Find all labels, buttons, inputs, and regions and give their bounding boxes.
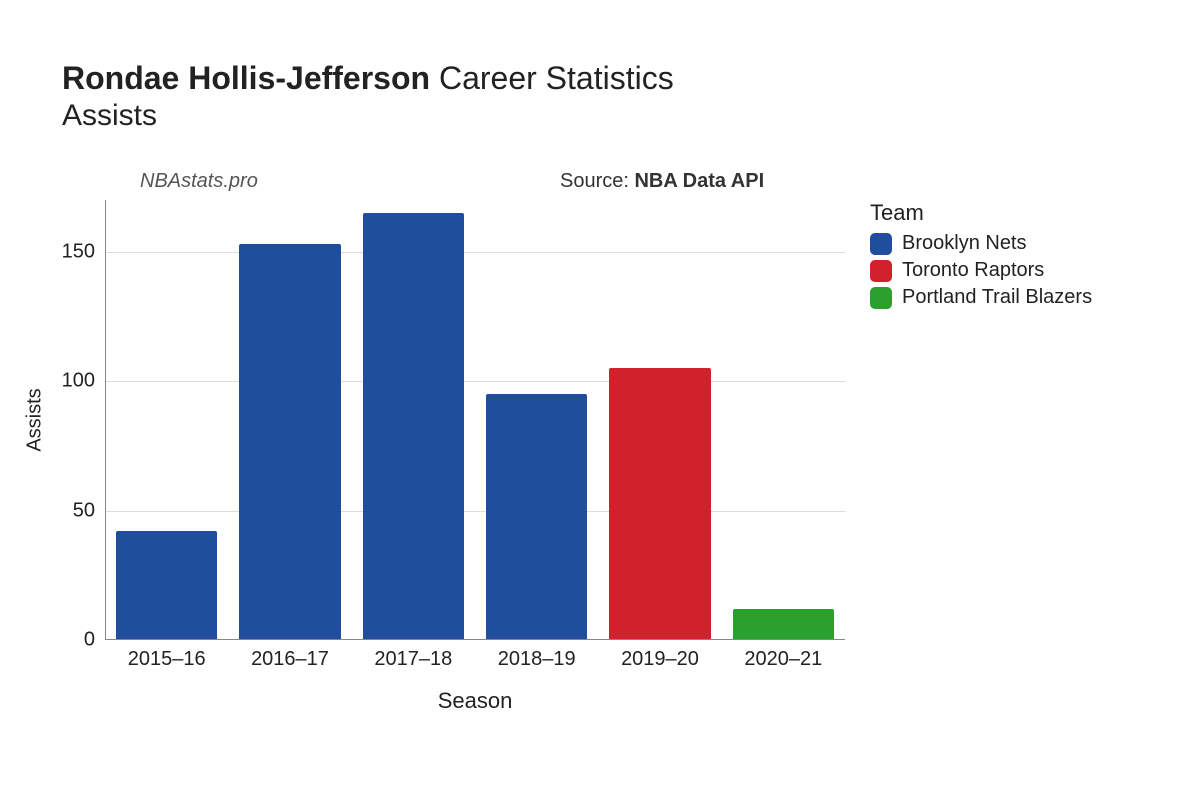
legend-items: Brooklyn Nets Toronto Raptors Portland Tra… xyxy=(870,232,1092,309)
gridline xyxy=(105,252,845,253)
title-block: Rondae Hollis-Jefferson Career Statistic… xyxy=(62,60,674,133)
legend-item: Portland Trail Blazers xyxy=(870,286,1092,309)
chart-title: Rondae Hollis-Jefferson Career Statistic… xyxy=(62,60,674,97)
y-tick-label: 100 xyxy=(62,370,95,393)
y-tick-label: 150 xyxy=(62,240,95,263)
attribution-site: NBAstats.pro xyxy=(140,170,258,193)
x-tick-label: 2020–21 xyxy=(744,648,822,671)
y-axis-title: Assists xyxy=(24,388,47,451)
legend-label: Toronto Raptors xyxy=(902,259,1044,282)
legend-title: Team xyxy=(870,200,1092,226)
attribution-source: Source: NBA Data API xyxy=(560,170,764,193)
gridline xyxy=(105,511,845,512)
gridline xyxy=(105,381,845,382)
legend-item: Brooklyn Nets xyxy=(870,232,1092,255)
x-tick-label: 2019–20 xyxy=(621,648,699,671)
bar xyxy=(733,609,834,640)
title-suffix: Career Statistics xyxy=(430,60,674,96)
legend-label: Portland Trail Blazers xyxy=(902,286,1092,309)
bar xyxy=(363,213,464,640)
legend-swatch xyxy=(870,287,892,309)
y-tick-label: 50 xyxy=(73,499,95,522)
player-name: Rondae Hollis-Jefferson xyxy=(62,60,430,96)
legend: Team Brooklyn Nets Toronto Raptors Portlan… xyxy=(870,200,1092,313)
source-label: Source: xyxy=(560,170,634,192)
x-tick-label: 2018–19 xyxy=(498,648,576,671)
legend-label: Brooklyn Nets xyxy=(902,232,1027,255)
bar xyxy=(116,531,217,640)
legend-swatch xyxy=(870,233,892,255)
bar xyxy=(609,368,710,640)
plot-area: 0501001502015–162016–172017–182018–19201… xyxy=(105,200,845,640)
x-axis-title: Season xyxy=(438,688,513,714)
source-name: NBA Data API xyxy=(634,170,764,192)
chart-container: Rondae Hollis-Jefferson Career Statistic… xyxy=(0,0,1200,800)
y-tick-label: 0 xyxy=(84,629,95,652)
x-tick-label: 2016–17 xyxy=(251,648,329,671)
x-tick-label: 2015–16 xyxy=(128,648,206,671)
bar xyxy=(486,394,587,640)
x-tick-label: 2017–18 xyxy=(374,648,452,671)
x-axis-line xyxy=(105,639,845,640)
legend-item: Toronto Raptors xyxy=(870,259,1092,282)
y-axis-line xyxy=(105,200,106,640)
legend-swatch xyxy=(870,260,892,282)
chart-subtitle: Assists xyxy=(62,99,674,133)
bar xyxy=(239,244,340,640)
